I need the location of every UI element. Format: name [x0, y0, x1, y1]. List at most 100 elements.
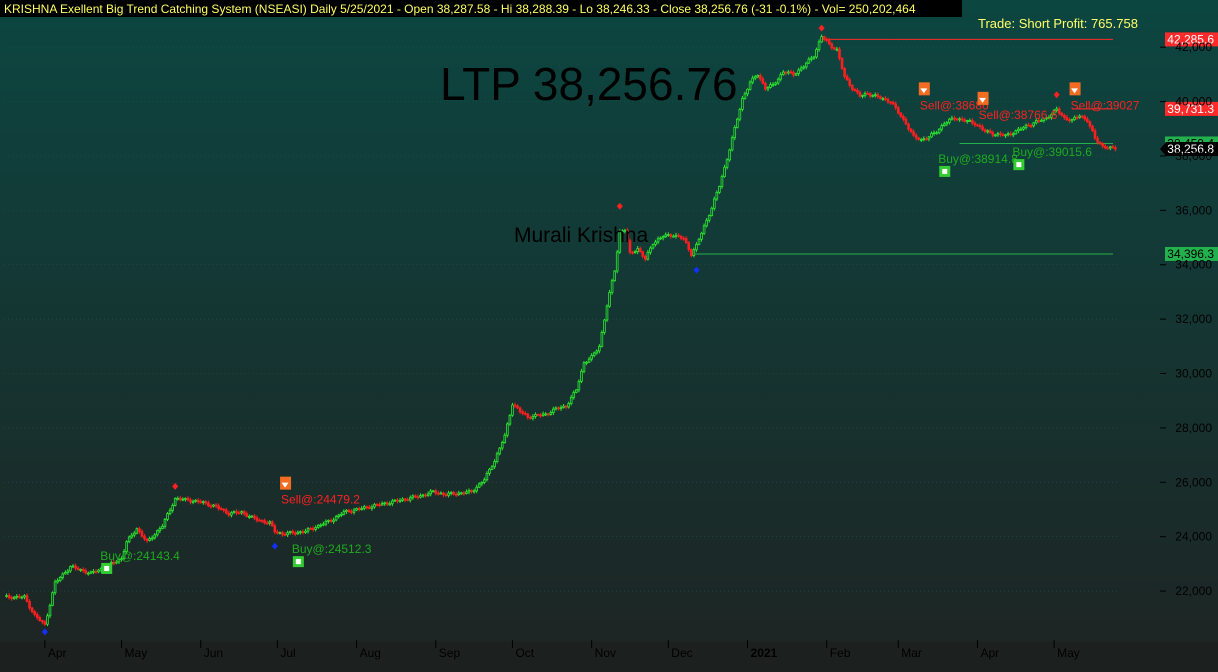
candle-down [761, 78, 765, 84]
candle-up [654, 241, 657, 245]
candle-down [375, 504, 379, 506]
candle-down [521, 411, 524, 414]
candle-up [71, 565, 75, 568]
candle-up [332, 519, 335, 522]
x-tick-label: Sep [439, 646, 461, 660]
candle-up [268, 521, 272, 524]
candle-up [661, 236, 665, 239]
y-tick-label: 34,000 [1175, 258, 1212, 272]
candle-up [69, 566, 72, 572]
candle-up [158, 528, 162, 532]
x-tick-label: Apr [48, 646, 67, 660]
candle-up [120, 558, 123, 561]
candle-up [5, 595, 8, 597]
candle-down [626, 229, 629, 242]
candle-up [61, 573, 65, 578]
candle-down [684, 238, 688, 244]
candle-up [48, 604, 52, 617]
candle-up [421, 494, 425, 497]
candle-up [986, 130, 989, 133]
candle-up [201, 501, 205, 504]
candle-down [628, 240, 632, 253]
candle-up [337, 514, 341, 518]
candle-down [41, 620, 44, 623]
candle-down [988, 130, 992, 134]
candle-down [311, 528, 315, 530]
candle-up [787, 71, 790, 74]
x-tick-label: Mar [901, 646, 922, 660]
candle-up [585, 361, 588, 364]
candle-down [963, 119, 966, 122]
candle-up [431, 490, 435, 493]
candle-down [1093, 130, 1097, 139]
y-tick-label: 42,000 [1175, 40, 1212, 54]
candle-down [904, 118, 908, 125]
candle-up [288, 531, 292, 534]
candle-up [322, 523, 325, 526]
y-tick-label: 28,000 [1175, 421, 1212, 435]
candle-down [876, 94, 880, 97]
candle-down [207, 502, 210, 507]
candle-up [286, 532, 289, 536]
candle-up [508, 414, 512, 425]
candle-down [516, 405, 519, 409]
candle-up [664, 234, 668, 237]
candle-down [219, 508, 223, 510]
candle-up [733, 126, 737, 139]
candle-up [863, 93, 867, 96]
candle-down [347, 509, 351, 513]
candle-down [28, 600, 31, 609]
candle-down [536, 414, 540, 416]
candle-down [1088, 121, 1092, 127]
y-tick-label: 32,000 [1175, 312, 1212, 326]
candle-up [592, 352, 596, 356]
candle-up [590, 355, 593, 360]
candle-down [10, 597, 13, 600]
candle-up [710, 207, 714, 217]
candle-up [1034, 120, 1038, 124]
x-tick-label: May [1057, 646, 1080, 660]
candle-up [87, 572, 90, 575]
candle-up [728, 149, 731, 161]
candle-down [414, 495, 417, 498]
candle-down [884, 98, 887, 100]
candle-down [43, 621, 47, 625]
candle-up [1006, 133, 1010, 136]
candle-down [792, 71, 795, 76]
candle-down [669, 234, 673, 237]
candle-up [861, 94, 864, 97]
candle-up [439, 492, 443, 495]
candle-up [881, 98, 885, 100]
candle-down [1114, 147, 1117, 150]
candle-up [562, 405, 565, 408]
grid-lines [4, 46, 1118, 592]
candle-up [360, 508, 364, 510]
candle-up [692, 249, 696, 256]
candle-up [919, 139, 923, 141]
candle-up [498, 447, 501, 455]
candle-down [1091, 125, 1094, 132]
y-tick-label: 30,000 [1175, 367, 1212, 381]
candle-down [255, 517, 259, 521]
candle-down [140, 531, 144, 537]
candle-down [539, 414, 542, 417]
candle-up [996, 133, 1000, 136]
candle-down [687, 242, 691, 250]
signal-diamond [818, 24, 825, 32]
candle-up [115, 561, 118, 564]
candle-down [1086, 118, 1089, 123]
header-bar [0, 0, 962, 17]
candle-down [764, 82, 767, 90]
candle-up [667, 234, 670, 236]
candle-up [577, 381, 581, 391]
candle-up [493, 461, 496, 468]
candle-down [470, 489, 473, 493]
candle-up [362, 506, 366, 509]
candle-up [600, 331, 604, 347]
candle-up [163, 518, 167, 527]
candle-down [848, 79, 852, 86]
candle-up [569, 396, 573, 404]
candle-up [1047, 116, 1051, 119]
x-tick-label: Jun [204, 646, 223, 660]
